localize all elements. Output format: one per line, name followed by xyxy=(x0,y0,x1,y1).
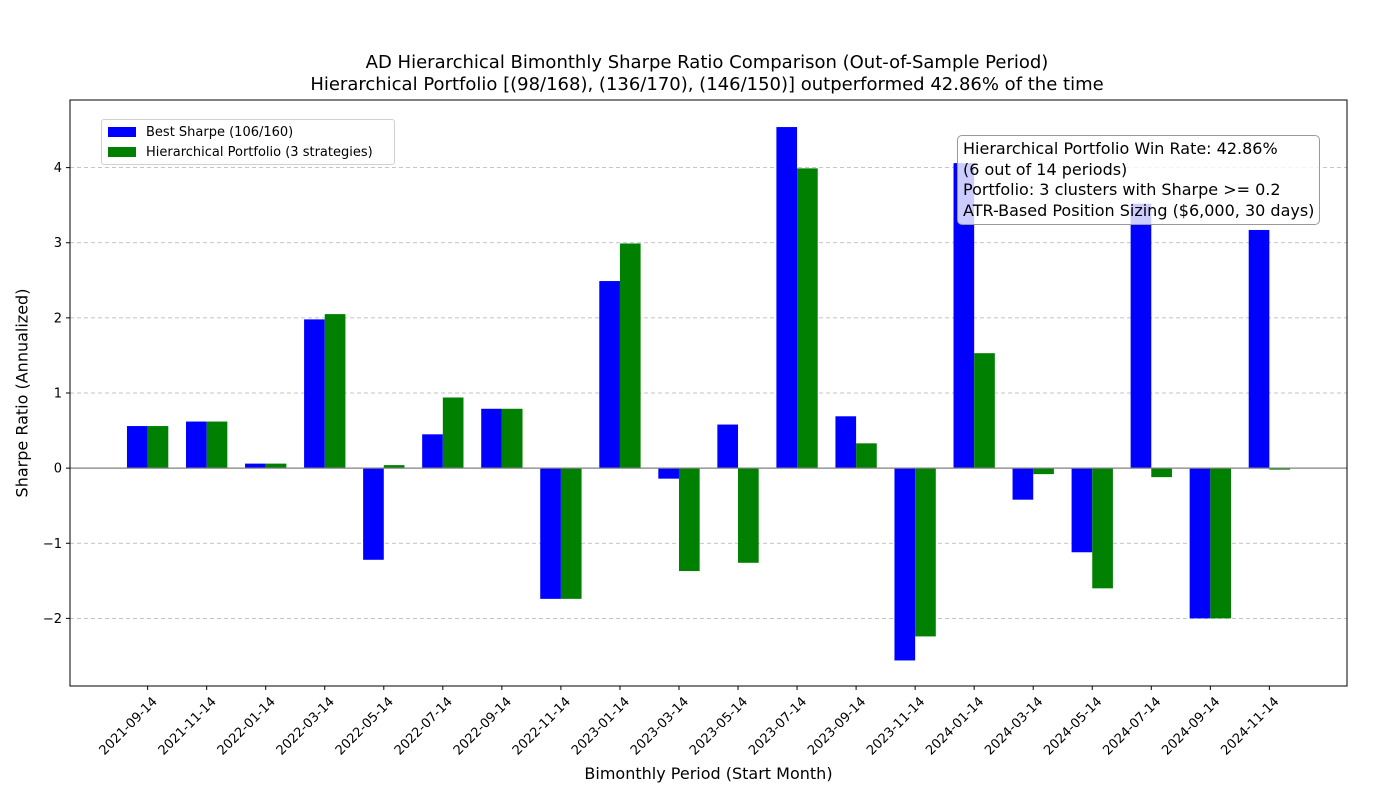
bar-hierarchical xyxy=(1151,468,1172,478)
chart-title: AD Hierarchical Bimonthly Sharpe Ratio C… xyxy=(365,52,1049,73)
x-axis-label: Bimonthly Period (Start Month) xyxy=(584,764,833,783)
bar-best-sharpe xyxy=(186,421,207,469)
bar-hierarchical xyxy=(1033,468,1054,475)
bar-hierarchical xyxy=(974,353,995,469)
x-tick-label: 2021-11-14 xyxy=(156,694,220,758)
x-tick-label: 2024-01-14 xyxy=(923,694,987,758)
bar-hierarchical xyxy=(619,243,641,469)
y-tick-label: −1 xyxy=(43,537,62,552)
bar-hierarchical xyxy=(501,408,523,469)
y-tick-label: 4 xyxy=(54,161,62,176)
bar-best-sharpe xyxy=(363,468,384,560)
x-tick-label: 2023-03-14 xyxy=(628,694,692,758)
bar-best-sharpe xyxy=(1189,468,1211,619)
legend-swatch-hierarchical xyxy=(108,147,136,157)
bar-best-sharpe xyxy=(894,468,916,661)
x-tick-label: 2022-05-14 xyxy=(333,694,397,758)
x-tick-label: 2024-11-14 xyxy=(1218,694,1282,758)
bar-best-sharpe xyxy=(658,468,679,479)
x-tick-label: 2023-07-14 xyxy=(746,694,810,758)
x-tick-label: 2023-11-14 xyxy=(864,694,928,758)
x-tick-label: 2022-03-14 xyxy=(274,694,338,758)
x-tick-label: 2024-03-14 xyxy=(982,694,1046,758)
legend-entry-hierarchical: Hierarchical Portfolio (3 strategies) xyxy=(108,144,373,160)
bar-best-sharpe xyxy=(717,424,739,469)
annotation-line: (6 out of 14 periods) xyxy=(963,159,1128,179)
bar-best-sharpe xyxy=(776,127,798,469)
bar-hierarchical xyxy=(738,468,759,563)
x-tick-label: 2022-09-14 xyxy=(451,694,515,758)
x-tick-label: 2024-05-14 xyxy=(1041,694,1105,758)
bar-hierarchical xyxy=(324,314,346,469)
bar-hierarchical xyxy=(560,468,582,599)
annotation-line: Portfolio: 3 clusters with Sharpe >= 0.2 xyxy=(963,180,1281,199)
bar-best-sharpe xyxy=(126,426,148,469)
legend: Best Sharpe (106/160) Hierarchical Portf… xyxy=(101,119,395,165)
x-tick-label: 2023-01-14 xyxy=(569,694,633,758)
x-tick-label: 2021-09-14 xyxy=(97,694,161,758)
bar-best-sharpe xyxy=(481,408,502,469)
bar-hierarchical xyxy=(915,468,936,637)
bar-hierarchical xyxy=(797,168,818,469)
chart-subtitle: Hierarchical Portfolio [(98/168), (136/1… xyxy=(310,74,1104,95)
bars xyxy=(126,127,1291,661)
legend-label-best-sharpe: Best Sharpe (106/160) xyxy=(146,124,294,140)
x-tick-label: 2023-05-14 xyxy=(687,694,751,758)
x-tick-label: 2022-11-14 xyxy=(510,694,574,758)
bar-best-sharpe xyxy=(1071,468,1093,553)
bar-best-sharpe xyxy=(245,463,266,469)
legend-swatch-best-sharpe xyxy=(108,127,136,137)
bar-best-sharpe xyxy=(422,434,443,469)
x-ticks: 2021-09-142021-11-142022-01-142022-03-14… xyxy=(97,686,1282,758)
y-tick-label: 0 xyxy=(54,462,62,477)
x-tick-label: 2022-07-14 xyxy=(392,694,456,758)
bar-hierarchical xyxy=(206,421,228,469)
legend-entry-best-sharpe: Best Sharpe (106/160) xyxy=(108,124,293,140)
bar-best-sharpe xyxy=(835,416,857,469)
bar-best-sharpe xyxy=(1130,203,1152,469)
y-tick-label: 2 xyxy=(54,311,62,326)
legend-label-hierarchical: Hierarchical Portfolio (3 strategies) xyxy=(146,144,373,160)
grid-lines xyxy=(70,167,1347,619)
annotation-line: ATR-Based Position Sizing ($6,000, 30 da… xyxy=(963,200,1315,220)
x-tick-label: 2023-09-14 xyxy=(805,694,869,758)
y-ticks: −2 −1 0 1 2 3 4 xyxy=(43,161,70,627)
bar-hierarchical xyxy=(1269,468,1291,470)
bar-hierarchical xyxy=(442,397,464,469)
bar-hierarchical xyxy=(1092,468,1113,589)
x-tick-label: 2024-09-14 xyxy=(1159,694,1223,758)
y-tick-label: 1 xyxy=(54,387,62,402)
bar-hierarchical xyxy=(678,468,700,572)
bar-best-sharpe xyxy=(953,163,975,469)
bar-best-sharpe xyxy=(304,319,325,469)
y-axis-label: Sharpe Ratio (Annualized) xyxy=(12,288,32,498)
x-tick-label: 2022-01-14 xyxy=(215,694,279,758)
bar-best-sharpe xyxy=(599,281,620,469)
bar-best-sharpe xyxy=(1248,229,1270,469)
y-tick-label: −2 xyxy=(43,612,62,627)
x-tick-label: 2024-07-14 xyxy=(1100,694,1164,758)
bar-hierarchical xyxy=(856,443,877,469)
y-tick-label: 3 xyxy=(54,236,62,251)
bar-hierarchical xyxy=(383,465,405,469)
win-rate-annotation: Hierarchical Portfolio Win Rate: 42.86% … xyxy=(957,135,1321,225)
bar-best-sharpe xyxy=(540,468,561,599)
bar-hierarchical xyxy=(1210,468,1231,619)
bar-hierarchical xyxy=(147,426,169,469)
bar-hierarchical xyxy=(265,463,287,469)
bar-best-sharpe xyxy=(1012,468,1034,500)
annotation-line: Hierarchical Portfolio Win Rate: 42.86% xyxy=(963,139,1278,158)
